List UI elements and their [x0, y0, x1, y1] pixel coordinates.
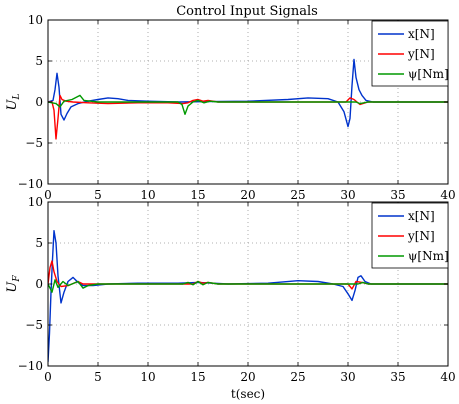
chart-title: Control Input Signals — [176, 4, 318, 19]
series-line-psi — [48, 94, 448, 115]
y-axis-label-main: U — [5, 281, 20, 293]
y-axis-label: UL — [5, 94, 22, 111]
panel-uf: 0 5 10 15 20 25 30 35 401050−5−10UFt(sec)x[N]y[N… — [5, 195, 456, 401]
x-tick-label: 25 — [290, 370, 305, 384]
x-tick-label: 35 — [390, 188, 405, 202]
x-tick-label: 35 — [390, 370, 405, 384]
y-axis-label: UF — [5, 275, 22, 293]
y-axis-label-subscript: F — [12, 275, 22, 283]
y-tick-label: 10 — [28, 195, 43, 209]
y-tick-label: 5 — [35, 54, 43, 68]
series-line-x — [48, 230, 448, 362]
x-tick-label: 5 — [94, 370, 102, 384]
x-tick-label: 25 — [290, 188, 305, 202]
y-tick-label: 0 — [35, 95, 43, 109]
y-tick-label: 0 — [35, 277, 43, 291]
y-tick-label: −10 — [18, 177, 43, 191]
x-tick-label: 0 — [44, 370, 52, 384]
series-line-psi — [48, 279, 448, 293]
y-tick-label: −5 — [25, 136, 43, 150]
legend-box — [371, 202, 449, 269]
legend-label-x: x[N] — [408, 27, 435, 41]
x-tick-label: 40 — [440, 370, 455, 384]
x-tick-label: 40 — [440, 188, 455, 202]
x-tick-label: 30 — [340, 370, 355, 384]
legend-label-psi: ψ[Nm] — [408, 67, 449, 81]
y-tick-label: −10 — [18, 359, 43, 373]
y-tick-label: −5 — [25, 318, 43, 332]
legend: x[N] y[N] ψ[Nm] — [371, 202, 449, 269]
x-tick-label: 20 — [240, 188, 255, 202]
legend-label-y: y[N] — [407, 47, 435, 61]
x-tick-label: 15 — [190, 370, 205, 384]
x-tick-label: 10 — [140, 370, 155, 384]
x-tick-label: 15 — [190, 188, 205, 202]
y-tick-label: 5 — [35, 236, 43, 250]
x-tick-label: 20 — [240, 370, 255, 384]
legend: x[N] y[N] ψ[Nm] — [371, 20, 449, 87]
x-tick-label: 0 — [44, 188, 52, 202]
x-tick-label: 5 — [94, 188, 102, 202]
x-tick-label: 30 — [340, 188, 355, 202]
legend-label-x: x[N] — [408, 209, 435, 223]
legend-label-y: y[N] — [407, 229, 435, 243]
y-axis-label-main: U — [5, 98, 20, 110]
y-tick-label: 10 — [28, 13, 43, 27]
x-axis-label: t(sec) — [231, 387, 265, 401]
x-tick-label: 10 — [140, 188, 155, 202]
y-axis-label-subscript: L — [12, 94, 22, 101]
legend-label-psi: ψ[Nm] — [408, 249, 449, 263]
